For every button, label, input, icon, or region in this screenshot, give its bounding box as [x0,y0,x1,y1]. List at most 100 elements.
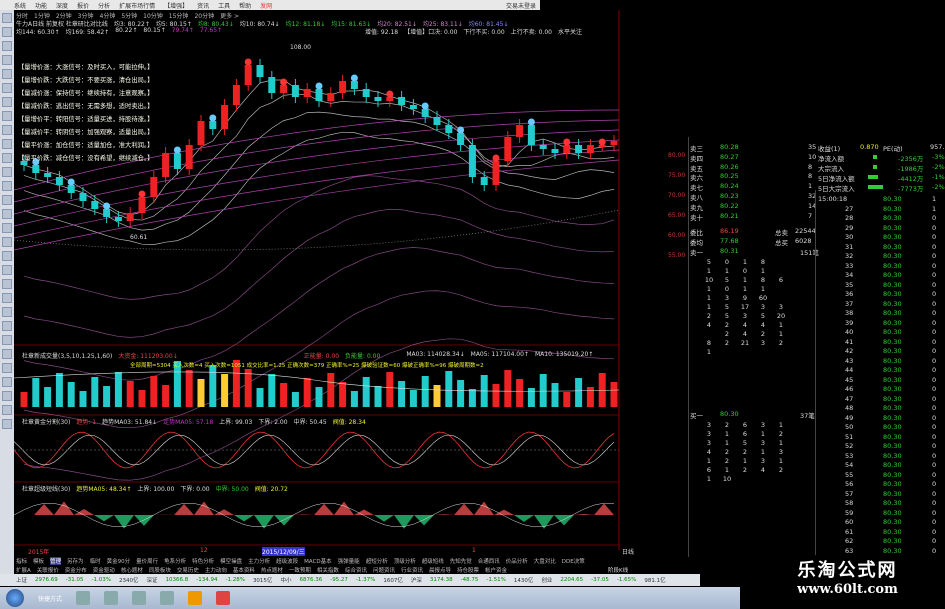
indicator-tab[interactable]: 管理 [50,557,62,565]
info-tab[interactable]: 热点题材 [260,568,283,574]
tool-icon[interactable] [2,13,12,23]
indicator-tab[interactable]: 临时 [89,559,101,565]
tool-icon[interactable] [2,167,12,177]
indicator-tab[interactable]: 大盘对比 [533,559,556,565]
tool-icon[interactable] [2,223,12,233]
start-button[interactable] [6,589,24,607]
indicator-tab[interactable]: 特色分析 [192,559,215,565]
tool-icon[interactable] [2,321,12,331]
tool-icon[interactable] [2,125,12,135]
indicator-tab[interactable]: MACD基本 [304,559,332,565]
tool-icon[interactable] [2,111,12,121]
tool-icon[interactable] [2,209,12,219]
info-tab[interactable]: 关联报价 [36,568,59,574]
app-icon[interactable] [188,591,203,605]
tool-icon[interactable] [2,139,12,149]
indicator-tab[interactable]: 龟系分析 [164,559,187,565]
app-icon[interactable] [160,591,175,605]
info-tab[interactable]: 行业资讯 [400,568,423,574]
period-tab[interactable]: 15分钟 [168,13,189,20]
tool-icon[interactable] [2,363,12,373]
indicator-tab[interactable]: 先知先觉 [449,559,472,565]
tool-icon[interactable] [2,27,12,37]
tool-icon[interactable] [2,335,12,345]
tool-icon[interactable] [2,405,12,415]
indicator-tab[interactable]: 顶级分析 [393,559,416,565]
stage-kline-tab[interactable]: 阶段K线 [608,568,629,574]
app-icon[interactable] [132,591,147,605]
tool-icon[interactable] [2,391,12,401]
indicator-tab[interactable]: 指标 [16,559,28,565]
info-tab[interactable]: 相关指数 [316,568,339,574]
info-tab[interactable]: 基本资料 [232,568,255,574]
tool-icon[interactable] [2,69,12,79]
info-tab[interactable]: 持仓股票 [457,568,480,574]
period-tab[interactable]: 分时 [16,13,29,20]
indicator-tab[interactable]: 另存为 [67,559,84,565]
tool-icon[interactable] [2,251,12,261]
menu-item[interactable]: 发网 [260,2,273,10]
menu-item[interactable]: 功能 [35,2,48,10]
tool-icon[interactable] [2,237,12,247]
tool-icon[interactable] [2,307,12,317]
shortcut-label[interactable]: 快捷方式 [38,595,63,603]
menu-item[interactable]: 系统 [14,2,27,10]
indicator-tab[interactable]: DDE决策 [561,559,585,565]
period-tab[interactable]: 3分钟 [77,13,94,20]
app-icon[interactable] [216,591,231,605]
menu-item[interactable]: 资讯 [197,2,210,10]
menu-item[interactable]: 帮助 [239,2,252,10]
indicator-tab[interactable]: 模板 [33,559,45,565]
info-tab[interactable]: 核心题材 [120,568,143,574]
indicator-tab[interactable]: 黄金90分 [106,559,131,565]
period-tab[interactable]: 10分钟 [143,13,163,20]
indicator-tab[interactable]: 强弹量能 [337,559,360,565]
tool-icon[interactable] [2,195,12,205]
indicator-tab[interactable]: 量价周行 [136,559,159,565]
info-tab[interactable]: 资金分布 [64,568,87,574]
indicator-tab[interactable]: 价品分析 [505,559,528,565]
info-tab[interactable]: 扩展A [16,568,31,574]
period-tab[interactable]: 20分钟 [194,13,215,20]
menu-item[interactable]: 深度 [56,2,69,10]
period-tab[interactable]: 更多 > [220,13,240,20]
info-tab[interactable]: 资金驱动 [92,568,115,574]
app-icon[interactable] [104,591,119,605]
indicator-tab[interactable]: 超级短线 [421,559,444,565]
tool-icon[interactable] [2,41,12,51]
info-tab[interactable]: 主力动向 [204,568,227,574]
tool-icon[interactable] [2,349,12,359]
tool-icon[interactable] [2,293,12,303]
tool-icon[interactable] [2,83,12,93]
tool-icon[interactable] [2,97,12,107]
tool-icon[interactable] [2,419,12,429]
tool-icon[interactable] [2,181,12,191]
indicator-tab[interactable]: 主力分析 [248,559,271,565]
info-tab[interactable]: 帐户资金 [485,568,508,574]
menu-item[interactable]: 分析 [98,2,111,10]
menu-item[interactable]: 工具 [218,2,231,10]
tool-icon[interactable] [2,265,12,275]
kline-chart[interactable] [14,10,634,550]
info-tab[interactable]: 晨报点导 [428,568,451,574]
menu-item[interactable]: 报价 [77,2,90,10]
info-tab[interactable]: 问题资讯 [372,568,395,574]
period-tab[interactable]: 4分钟 [99,13,116,20]
login-status[interactable]: 交易未登录 [505,2,536,10]
info-tab[interactable]: 综合资讯 [344,568,367,574]
tool-icon[interactable] [2,55,12,65]
menu-item[interactable]: 扩展市场行情 [119,2,156,10]
indicator-tab[interactable]: 模空操盘 [220,559,243,565]
tool-icon[interactable] [2,153,12,163]
indicator-tab[interactable]: 超短分析 [365,559,388,565]
period-tab[interactable]: 1分钟 [34,13,50,20]
menu-item[interactable]: 【增强】 [164,2,189,10]
tool-icon[interactable] [2,377,12,387]
tool-icon[interactable] [2,279,12,289]
indicator-tab[interactable]: 合通西讯 [477,559,500,565]
app-icon[interactable] [76,591,91,605]
info-tab[interactable]: 一致预期 [288,568,311,574]
info-tab[interactable]: 交易历史 [176,568,199,574]
period-tab[interactable]: 5分钟 [121,13,138,20]
info-tab[interactable]: 同股板块 [148,568,171,574]
